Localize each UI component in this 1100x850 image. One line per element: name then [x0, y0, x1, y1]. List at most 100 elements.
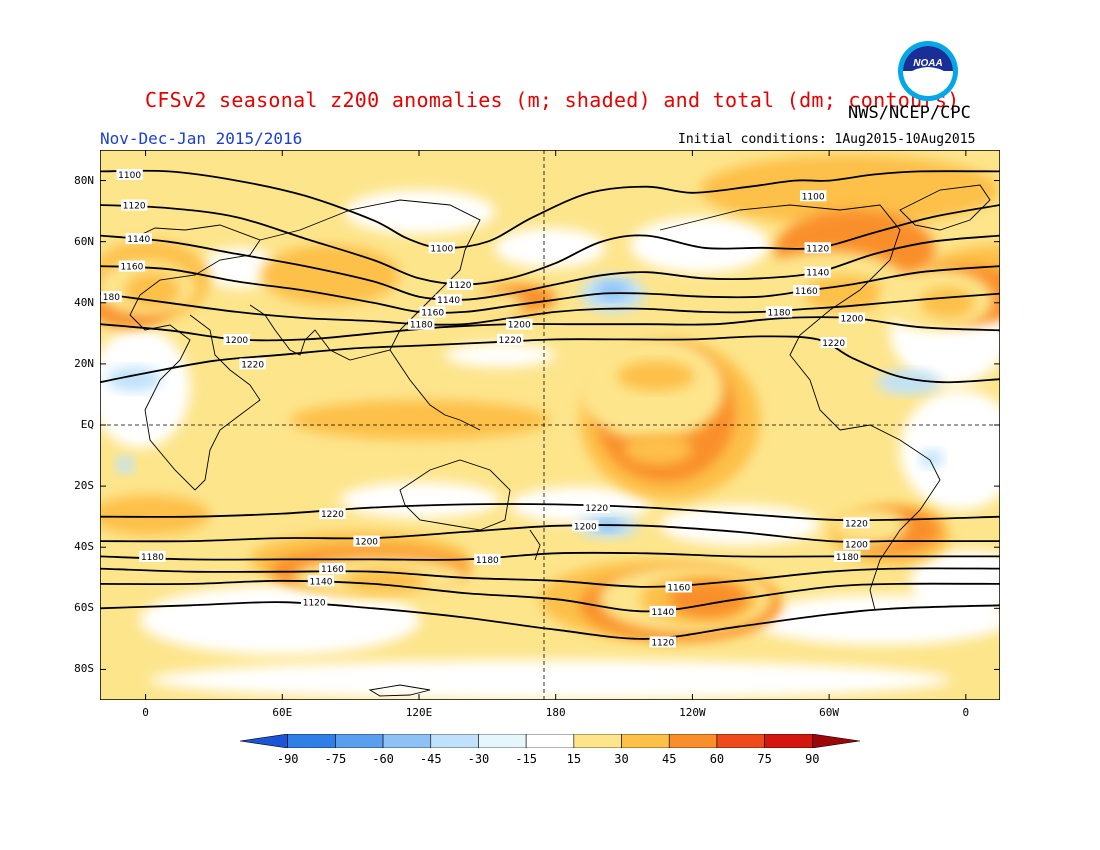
colorbar-swatch — [287, 734, 336, 748]
initial-conditions-label: Initial conditions: 1Aug2015-10Aug2015 — [678, 132, 976, 147]
contour-label: 1100 — [799, 190, 827, 202]
contour-1140-2 — [100, 234, 1000, 301]
anomaly-region-17 — [596, 281, 629, 300]
contour-label: 1160 — [118, 260, 146, 273]
colorbar-swatch — [335, 734, 384, 748]
contour-label-text: 1160 — [667, 583, 690, 593]
lon-label: 0 — [962, 706, 970, 719]
colorbar-label: -15 — [515, 752, 537, 766]
contour-label: 1100 — [116, 168, 143, 181]
contour-label-text: 1220 — [241, 360, 264, 370]
z200-anomaly-map: 1100 1120 1140 1160 180 1200 1220 1100 1120 1140 1… — [100, 150, 1000, 700]
contour-label: 1200 — [506, 318, 533, 331]
lat-label: EQ — [80, 418, 94, 431]
organization-label: NWS/NCEP/CPC — [848, 103, 971, 123]
contour-label-text: 1180 — [141, 553, 164, 563]
contour-label: 1160 — [665, 581, 692, 593]
coastline-greenland — [899, 184, 991, 231]
colorbar-label: -75 — [324, 752, 347, 766]
colorbar — [240, 734, 860, 748]
contour-label-text: 1100 — [118, 171, 141, 181]
contour-label: 1140 — [435, 294, 462, 306]
lon-label: 120E — [405, 706, 433, 719]
contour-label-text: 1180 — [768, 308, 791, 318]
contour-label-text: 1120 — [123, 202, 146, 212]
colorbar-swatch — [382, 734, 432, 748]
contour-label: 1220 — [583, 502, 610, 514]
contour-label-text: 1220 — [585, 504, 608, 514]
contour-label: 1120 — [300, 596, 328, 609]
colorbar-swatch — [430, 734, 479, 748]
coastline-australia — [399, 459, 511, 531]
contour-label-text: 1200 — [355, 538, 378, 548]
contour-label: 1200 — [838, 312, 866, 325]
lat-label: 80N — [74, 173, 94, 187]
contour-label: 1140 — [649, 605, 676, 618]
colorbar-swatch — [525, 734, 575, 748]
coastline-south-america — [839, 424, 941, 611]
colorbar-label: 75 — [757, 752, 772, 766]
contour-label-text: 1140 — [127, 235, 150, 245]
lat-label: 40S — [74, 540, 94, 554]
contour-label: 1180 — [834, 550, 861, 563]
contour-1140-11 — [100, 579, 1000, 613]
contour-label-text: 1200 — [840, 315, 863, 325]
colorbar-swatch — [764, 734, 813, 748]
contour-1120-1 — [100, 204, 1000, 286]
contour-label-text: 1200 — [508, 321, 531, 331]
colorbar-label: 90 — [805, 752, 820, 766]
contour-label: 1220 — [496, 333, 524, 346]
season-label: Nov-Dec-Jan 2015/2016 — [100, 129, 303, 148]
anomaly-region-20 — [876, 370, 941, 395]
contour-label: 1140 — [125, 233, 152, 245]
contour-1160-10 — [100, 567, 1000, 588]
colorbar-label: 15 — [566, 752, 582, 766]
anomaly-region-1 — [125, 272, 180, 309]
contour-label: 1200 — [223, 333, 250, 346]
axis-tick-layer — [100, 150, 1000, 700]
contour-label-text: 1200 — [225, 336, 248, 346]
contour-label: 180 — [100, 291, 122, 303]
contour-label-text: 1160 — [795, 287, 818, 297]
contour-label: 1120 — [120, 199, 148, 212]
contour-label: 1200 — [353, 535, 380, 548]
contour-1220-6 — [100, 335, 1000, 384]
contour-label-text: 1200 — [574, 522, 597, 532]
contour-label: 1220 — [843, 517, 870, 529]
coastline-layer — [129, 184, 991, 697]
contour-label: 1180 — [139, 550, 166, 563]
contour-label-text: 1120 — [651, 638, 674, 648]
contour-label: 1180 — [474, 553, 501, 566]
contour-label-text: 1180 — [836, 553, 859, 563]
contour-label: 1160 — [419, 306, 446, 318]
coastline-europe-africa — [129, 224, 261, 491]
anomaly-region-5 — [920, 287, 975, 319]
contour-label-text: 1120 — [303, 599, 326, 609]
contour-label-text: 1140 — [437, 296, 460, 306]
contour-label-text: 180 — [103, 293, 120, 303]
contour-label-text: 1220 — [845, 519, 868, 529]
contour-label: 1220 — [319, 508, 346, 520]
contour-label: 1220 — [239, 358, 266, 370]
contour-label: 1100 — [428, 242, 455, 254]
contour-label-text: 1160 — [421, 308, 444, 318]
contour-1160-3 — [100, 265, 1000, 314]
colorbar-label: -30 — [467, 752, 490, 766]
contour-label: 1160 — [319, 563, 346, 575]
contour-1180-4 — [100, 292, 1000, 326]
noaa-logo-icon: NOAA — [898, 41, 958, 101]
contour-label-text: 1220 — [822, 339, 845, 349]
coastline-southeast-asia — [389, 349, 481, 431]
colorbar-swatch — [621, 734, 670, 748]
colorbar-swatch — [478, 734, 527, 748]
colorbar-swatch — [240, 734, 288, 748]
contour-label-text: 1100 — [430, 244, 453, 254]
colorbar-label: 45 — [661, 752, 677, 766]
contour-1120-12 — [100, 601, 1000, 640]
contour-label-text: 1120 — [449, 281, 472, 291]
colorbar-swatch — [716, 734, 765, 748]
contour-label: 1140 — [804, 266, 831, 279]
contour-label-text: 1140 — [651, 608, 674, 618]
colorbar-label: -90 — [276, 752, 299, 766]
lon-label: 60E — [272, 706, 293, 719]
